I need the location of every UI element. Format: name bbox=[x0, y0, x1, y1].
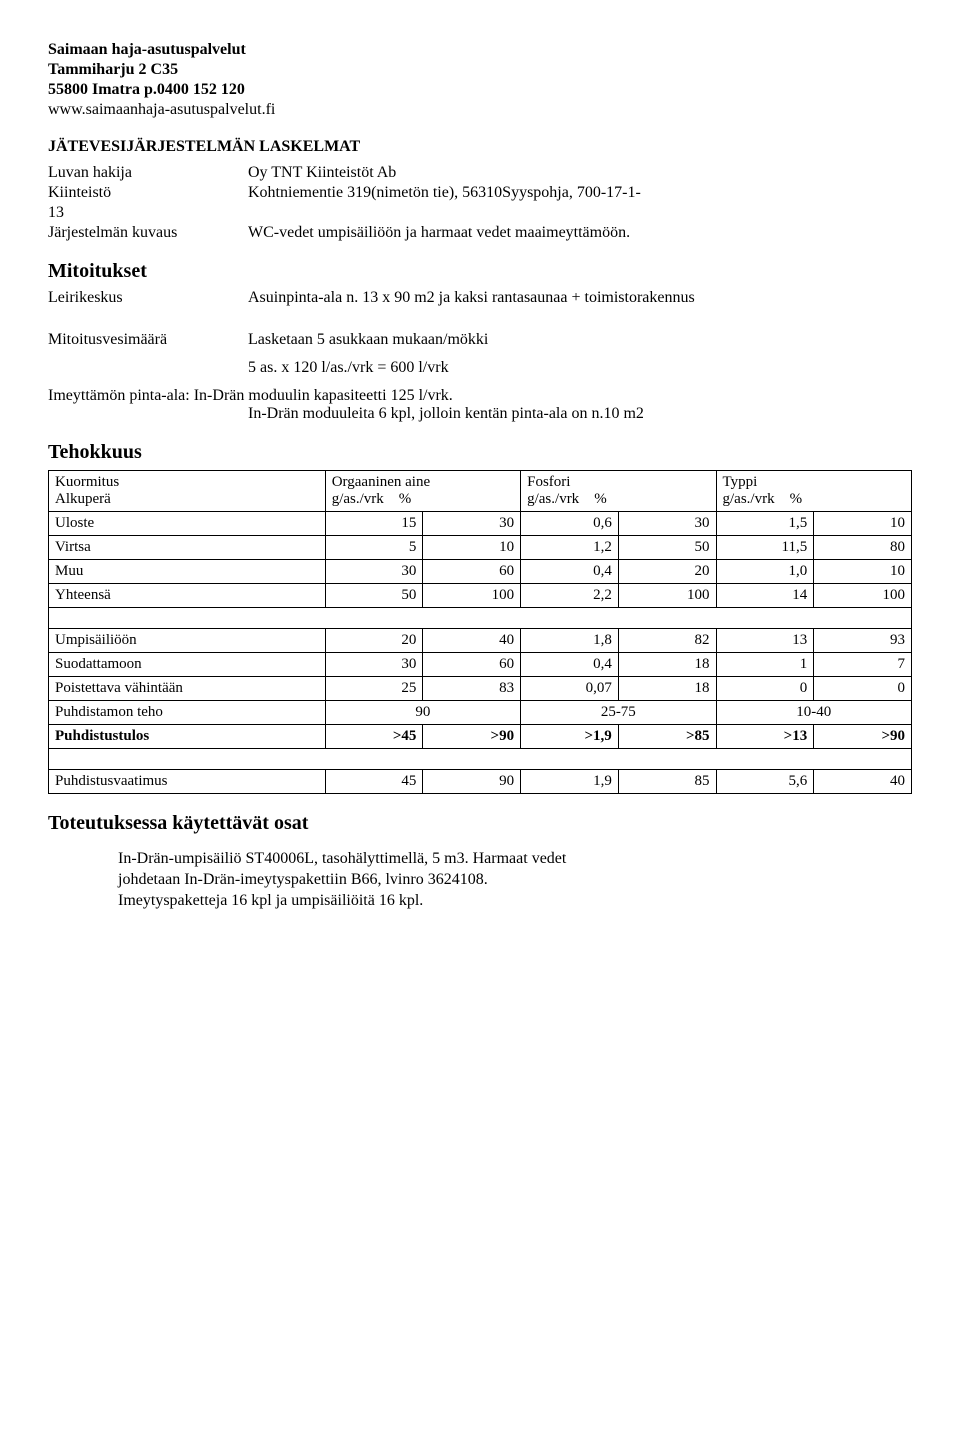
head-typpi: Typpi bbox=[723, 474, 758, 490]
toteutus-line: johdetaan In-Drän-imeytyspakettiin B66, … bbox=[118, 870, 912, 891]
head-fosfori: Fosfori bbox=[527, 474, 570, 490]
vaatimus-row: Puhdistusvaatimus45901,9855,640 bbox=[49, 770, 912, 794]
applicant-block: Luvan hakija Oy TNT Kiinteistöt Ab Kiint… bbox=[48, 164, 912, 242]
company-address: Tammiharju 2 C35 bbox=[48, 60, 912, 80]
vesi-value: Lasketaan 5 asukkaan mukaan/mökki bbox=[248, 331, 912, 349]
leirikeskus-row: Leirikeskus Asuinpinta-ala n. 13 x 90 m2… bbox=[48, 289, 912, 307]
table-row: Umpisäiliöön20401,8821393 bbox=[49, 629, 912, 653]
tehokkuus-table: Kuormitus Alkuperä Orgaaninen aine g/as.… bbox=[48, 470, 912, 794]
company-web: www.saimaanhaja-asutuspalvelut.fi bbox=[48, 100, 912, 120]
hakija-label: Luvan hakija bbox=[48, 164, 248, 182]
hakija-value: Oy TNT Kiinteistöt Ab bbox=[248, 164, 912, 182]
company-name: Saimaan haja-asutuspalvelut bbox=[48, 40, 912, 60]
toteutus-line: In-Drän-umpisäiliö ST40006L, tasohälytti… bbox=[118, 849, 912, 870]
vesi-label: Mitoitusvesimäärä bbox=[48, 331, 248, 349]
letterhead: Saimaan haja-asutuspalvelut Tammiharju 2… bbox=[48, 40, 912, 120]
table-row: Yhteensä501002,210014100 bbox=[49, 584, 912, 608]
doc-title: JÄTEVESIJÄRJESTELMÄN LASKELMAT bbox=[48, 138, 912, 156]
head-kuormitus: Kuormitus bbox=[55, 474, 119, 490]
kiinteisto-label: Kiinteistö bbox=[48, 184, 248, 202]
table-header-row: Kuormitus Alkuperä Orgaaninen aine g/as.… bbox=[49, 471, 912, 512]
vesimaara-row: Mitoitusvesimäärä Lasketaan 5 asukkaan m… bbox=[48, 331, 912, 349]
kiinteisto-cont: 13 bbox=[48, 204, 248, 222]
kuvaus-label: Järjestelmän kuvaus bbox=[48, 224, 248, 242]
head-orgaaninen: Orgaaninen aine bbox=[332, 474, 430, 490]
table-row: Poistettava vähintään25830,071800 bbox=[49, 677, 912, 701]
tehokkuus-title: Tehokkuus bbox=[48, 441, 912, 464]
mitoitukset-title: Mitoitukset bbox=[48, 260, 912, 283]
head-alkupera: Alkuperä bbox=[55, 491, 111, 507]
leiri-value: Asuinpinta-ala n. 13 x 90 m2 ja kaksi ra… bbox=[248, 289, 912, 307]
table-row: Suodattamoon30600,41817 bbox=[49, 653, 912, 677]
table-row: Muu30600,4201,010 bbox=[49, 560, 912, 584]
company-postal: 55800 Imatra p.0400 152 120 bbox=[48, 80, 912, 100]
tulos-row: Puhdistustulos>45>90>1,9>85>13>90 bbox=[49, 725, 912, 749]
leiri-label: Leirikeskus bbox=[48, 289, 248, 307]
toteutus-title: Toteutuksessa käytettävät osat bbox=[48, 812, 912, 835]
vesi-calc: 5 as. x 120 l/as./vrk = 600 l/vrk bbox=[248, 359, 912, 377]
table-row: Virtsa5101,25011,580 bbox=[49, 536, 912, 560]
table-row: Uloste15300,6301,510 bbox=[49, 512, 912, 536]
toteutus-lines: In-Drän-umpisäiliö ST40006L, tasohälytti… bbox=[118, 849, 912, 911]
imeyt-line2: In-Drän moduuleita 6 kpl, jolloin kentän… bbox=[248, 405, 912, 423]
kuvaus-value: WC-vedet umpisäiliöön ja harmaat vedet m… bbox=[248, 224, 912, 242]
kiinteisto-value: Kohtniementie 319(nimetön tie), 56310Syy… bbox=[248, 184, 912, 202]
teho-row: Puhdistamon teho 90 25-75 10-40 bbox=[49, 701, 912, 725]
toteutus-line: Imeytyspaketteja 16 kpl ja umpisäiliöitä… bbox=[118, 891, 912, 912]
imeyt-line1: Imeyttämön pinta-ala: In-Drän moduulin k… bbox=[48, 387, 912, 405]
